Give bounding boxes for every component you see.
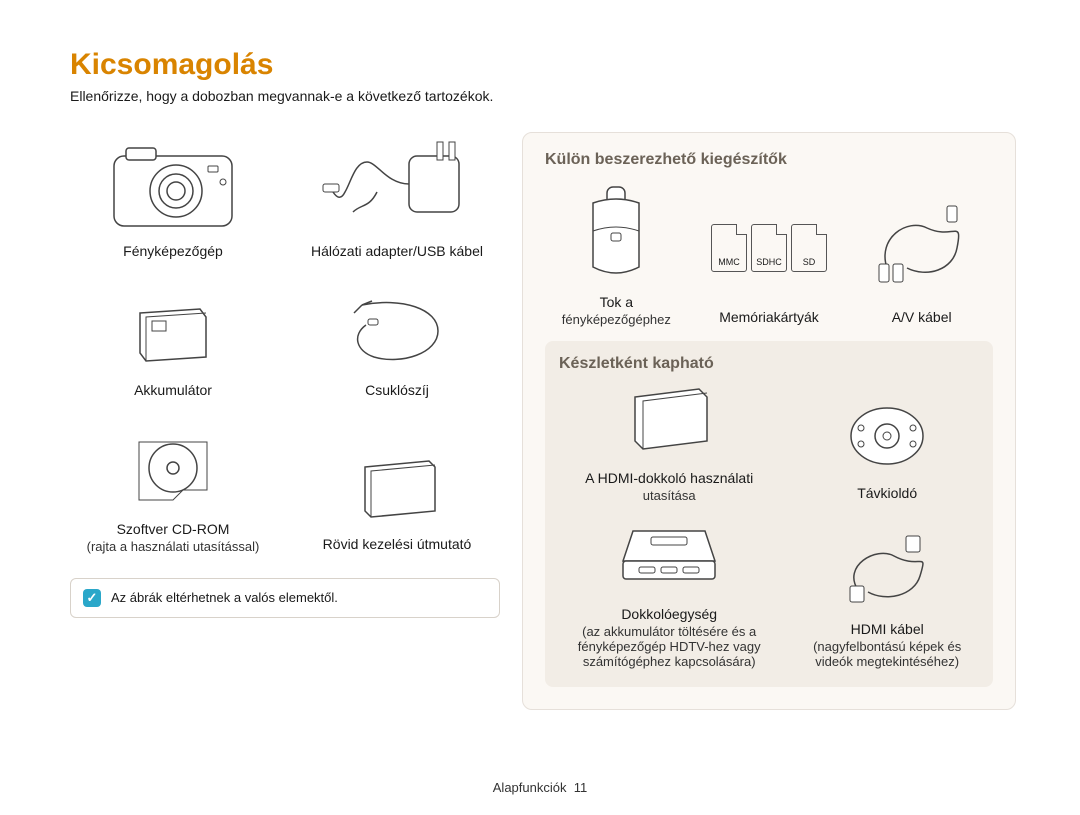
item-hdmi-cable: HDMI kábel (nagyfelbontású képek és vide…: [795, 515, 979, 669]
section-title-kit: Készletként kapható: [559, 355, 979, 373]
item-battery: Akkumulátor: [70, 291, 276, 400]
note-box: ✓ Az ábrák eltérhetnek a valós elemektől…: [70, 578, 500, 618]
item-memory-cards: MMC SDHC SD Memóriakártyák: [698, 183, 841, 327]
strap-icon: [342, 291, 452, 371]
card-sd: SD: [791, 224, 827, 272]
page-title: Kicsomagolás: [70, 48, 1016, 82]
item-strap: Csuklószíj: [294, 291, 500, 400]
box-contents: Fényképezőgép Hálózati adapter/USB kábel: [70, 132, 500, 710]
item-sublabel: utasítása: [643, 488, 696, 503]
hdmi-cable-icon: [832, 530, 942, 610]
item-dock: Dokkolóegység (az akkumulátor töltésére …: [559, 515, 779, 669]
manual-icon: [619, 383, 719, 459]
item-cdrom: Szoftver CD-ROM (rajta a használati utas…: [70, 430, 276, 554]
footer-label: Alapfunkciók: [493, 780, 567, 795]
footer-page: 11: [574, 780, 588, 795]
item-label: Akkumulátor: [134, 381, 212, 400]
item-label: A HDMI-dokkoló használati: [585, 469, 753, 488]
item-label: Fényképezőgép: [123, 242, 223, 261]
item-remote: Távkioldó: [795, 383, 979, 503]
adapter-icon: [317, 132, 477, 232]
item-label: A/V kábel: [892, 308, 952, 327]
item-label: Távkioldó: [857, 484, 917, 503]
item-sublabel: fényképezőgéphez: [562, 312, 671, 327]
item-sublabel: (rajta a használati utasítással): [87, 539, 260, 554]
camera-icon: [108, 142, 238, 232]
kit-panel: Készletként kapható A HDMI-dokkoló haszn…: [545, 341, 993, 687]
case-icon: [581, 183, 651, 283]
card-sdhc: SDHC: [751, 224, 787, 272]
item-label: Tok a: [600, 293, 633, 312]
section-title-optional: Külön beszerezhető kiegészítők: [545, 151, 993, 169]
item-label: Csuklószíj: [365, 381, 429, 400]
battery-icon: [128, 301, 218, 371]
item-label: HDMI kábel: [851, 620, 924, 639]
item-label: Szoftver CD-ROM: [117, 520, 230, 539]
remote-icon: [844, 398, 930, 474]
av-cable-icon: [867, 198, 977, 298]
booklet-icon: [347, 453, 447, 525]
optional-accessories-panel: Külön beszerezhető kiegészítők Tok a fén…: [522, 132, 1016, 710]
item-camera: Fényképezőgép: [70, 132, 276, 261]
item-label: Hálózati adapter/USB kábel: [311, 242, 483, 261]
card-mmc: MMC: [711, 224, 747, 272]
note-text: Az ábrák eltérhetnek a valós elemektől.: [111, 590, 338, 605]
item-label: Rövid kezelési útmutató: [323, 535, 472, 554]
item-av-cable: A/V kábel: [850, 183, 993, 327]
item-label: Memóriakártyák: [719, 308, 819, 327]
item-label: Dokkolóegység: [621, 605, 717, 624]
cd-icon: [123, 430, 223, 510]
item-case: Tok a fényképezőgéphez: [545, 183, 688, 327]
item-quickguide: Rövid kezelési útmutató: [294, 430, 500, 554]
item-sublabel: (az akkumulátor töltésére és a fényképez…: [559, 624, 779, 669]
item-hdmi-dock-manual: A HDMI-dokkoló használati utasítása: [559, 383, 779, 503]
item-adapter: Hálózati adapter/USB kábel: [294, 132, 500, 261]
dock-icon: [609, 515, 729, 595]
item-sublabel: (nagyfelbontású képek és videók megtekin…: [795, 639, 979, 669]
intro-text: Ellenőrizze, hogy a dobozban megvannak-e…: [70, 88, 1016, 104]
page-footer: Alapfunkciók 11: [0, 780, 1080, 795]
info-icon: ✓: [83, 589, 101, 607]
